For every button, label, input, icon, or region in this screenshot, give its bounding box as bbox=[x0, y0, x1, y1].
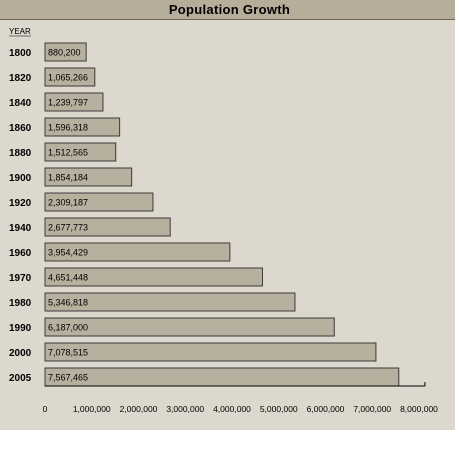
x-tick-label: 1,000,000 bbox=[73, 404, 111, 414]
bar-1880 bbox=[44, 142, 117, 162]
year-label: 1900 bbox=[9, 173, 32, 184]
year-label: 1860 bbox=[9, 123, 32, 134]
x-tick-label: 4,000,000 bbox=[213, 404, 251, 414]
y-axis-title: YEAR bbox=[9, 27, 31, 36]
data-label: 7,078,515 bbox=[48, 348, 88, 358]
year-label: 1960 bbox=[9, 248, 32, 259]
x-tick-label: 2,000,000 bbox=[120, 404, 158, 414]
x-tick-label: 5,000,000 bbox=[260, 404, 298, 414]
title-bar bbox=[0, 0, 459, 20]
bar-1840 bbox=[44, 92, 104, 112]
right-margin bbox=[455, 0, 459, 450]
x-axis: 0 1,000,000 2,000,000 3,000,000 4,000,000 5,0… bbox=[43, 382, 438, 414]
data-label: 1,596,318 bbox=[48, 123, 88, 133]
x-tick-label: 3,000,000 bbox=[166, 404, 204, 414]
bar-1920 bbox=[44, 192, 154, 212]
x-tick-label: 8,000,000 bbox=[400, 404, 438, 414]
year-label: 1800 bbox=[9, 48, 32, 59]
year-label: 1840 bbox=[9, 98, 32, 109]
data-label: 4,651,448 bbox=[48, 273, 88, 283]
data-label: 1,239,797 bbox=[48, 98, 88, 108]
data-label: 2,677,773 bbox=[48, 223, 88, 233]
bar-2000 bbox=[44, 342, 377, 362]
year-label: 2000 bbox=[9, 348, 32, 359]
bar-1970 bbox=[44, 267, 263, 287]
bar-1820 bbox=[44, 67, 96, 87]
data-label: 2,309,187 bbox=[48, 198, 88, 208]
bottom-margin bbox=[0, 430, 459, 450]
year-label: 1820 bbox=[9, 73, 32, 84]
year-label: 1970 bbox=[9, 273, 32, 284]
data-label: 7,567,465 bbox=[48, 373, 88, 383]
bar-2005 bbox=[44, 367, 400, 387]
x-tick-label: 6,000,000 bbox=[307, 404, 345, 414]
data-label: 1,065,266 bbox=[48, 73, 88, 83]
bars-group: 1800 880,200 1820 1,065,266 1840 1,239,797 186… bbox=[9, 42, 400, 387]
bar-1960 bbox=[44, 242, 231, 262]
year-label: 1990 bbox=[9, 323, 32, 334]
year-label: 1880 bbox=[9, 148, 32, 159]
bar-1980 bbox=[44, 292, 296, 312]
data-label: 6,187,000 bbox=[48, 323, 88, 333]
bar-1860 bbox=[44, 117, 121, 137]
bar-1900 bbox=[44, 167, 133, 187]
data-label: 5,346,818 bbox=[48, 298, 88, 308]
bar-1990 bbox=[44, 317, 335, 337]
data-label: 1,512,565 bbox=[48, 148, 88, 158]
data-label: 3,954,429 bbox=[48, 248, 88, 258]
year-label: 1980 bbox=[9, 298, 32, 309]
data-label: 1,854,184 bbox=[48, 173, 88, 183]
year-label: 2005 bbox=[9, 373, 32, 384]
x-tick-label: 0 bbox=[43, 404, 48, 414]
chart-title: Population Growth bbox=[168, 2, 291, 17]
x-tick-label: 7,000,000 bbox=[353, 404, 391, 414]
year-label: 1940 bbox=[9, 223, 32, 234]
year-label: 1920 bbox=[9, 198, 32, 209]
data-label: 880,200 bbox=[48, 48, 81, 58]
bar-1940 bbox=[44, 217, 171, 237]
bar-1800 bbox=[44, 42, 87, 62]
